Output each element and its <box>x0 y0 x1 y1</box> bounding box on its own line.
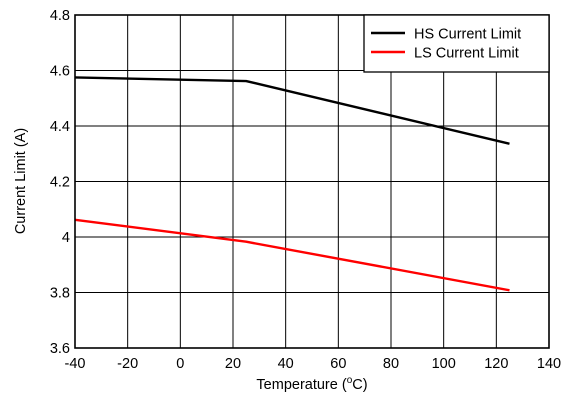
y-tick-label: 4.4 <box>50 119 70 135</box>
x-tick-labels: -40 -20 0 20 40 60 80 100 120 140 <box>65 356 562 372</box>
x-tick-label: 20 <box>225 356 241 372</box>
legend-label-ls: LS Current Limit <box>414 46 519 62</box>
y-tick-label: 3.6 <box>50 341 70 357</box>
plot-frame <box>74 14 550 349</box>
x-tick-label: 0 <box>176 356 184 372</box>
x-tick-label: 40 <box>278 356 294 372</box>
y-tick-label: 4.6 <box>50 64 70 80</box>
y-tick-labels: 3.6 3.8 4 4.2 4.4 4.6 4.8 <box>50 8 70 357</box>
x-tick-label: 120 <box>484 356 508 372</box>
x-axis-title-superscript: o <box>347 375 353 386</box>
series-line-ls-current-limit <box>74 218 510 292</box>
legend-box <box>363 14 550 73</box>
x-axis-title-main: Temperature ( <box>256 377 346 393</box>
x-tick-label: 140 <box>537 356 561 372</box>
y-tick-label: 3.8 <box>50 286 70 302</box>
legend-label-hs: HS Current Limit <box>414 27 521 43</box>
series-line-hs-current-limit <box>74 76 510 145</box>
y-tick-label: 4 <box>62 230 70 246</box>
y-tick-label: 4.2 <box>50 175 70 191</box>
x-tick-label: -20 <box>117 356 138 372</box>
y-axis-title: Current Limit (A) <box>13 128 29 234</box>
y-tick-label: 4.8 <box>50 8 70 24</box>
x-tick-label: 60 <box>330 356 346 372</box>
x-tick-label: 80 <box>383 356 399 372</box>
x-axis-title-suffix: C) <box>352 377 367 393</box>
x-axis-title: Temperature (oC) <box>256 375 367 393</box>
legend: HS Current Limit LS Current Limit <box>363 14 550 73</box>
x-tick-label: -40 <box>65 356 86 372</box>
x-tick-label: 100 <box>432 356 456 372</box>
series-layer <box>74 76 510 292</box>
